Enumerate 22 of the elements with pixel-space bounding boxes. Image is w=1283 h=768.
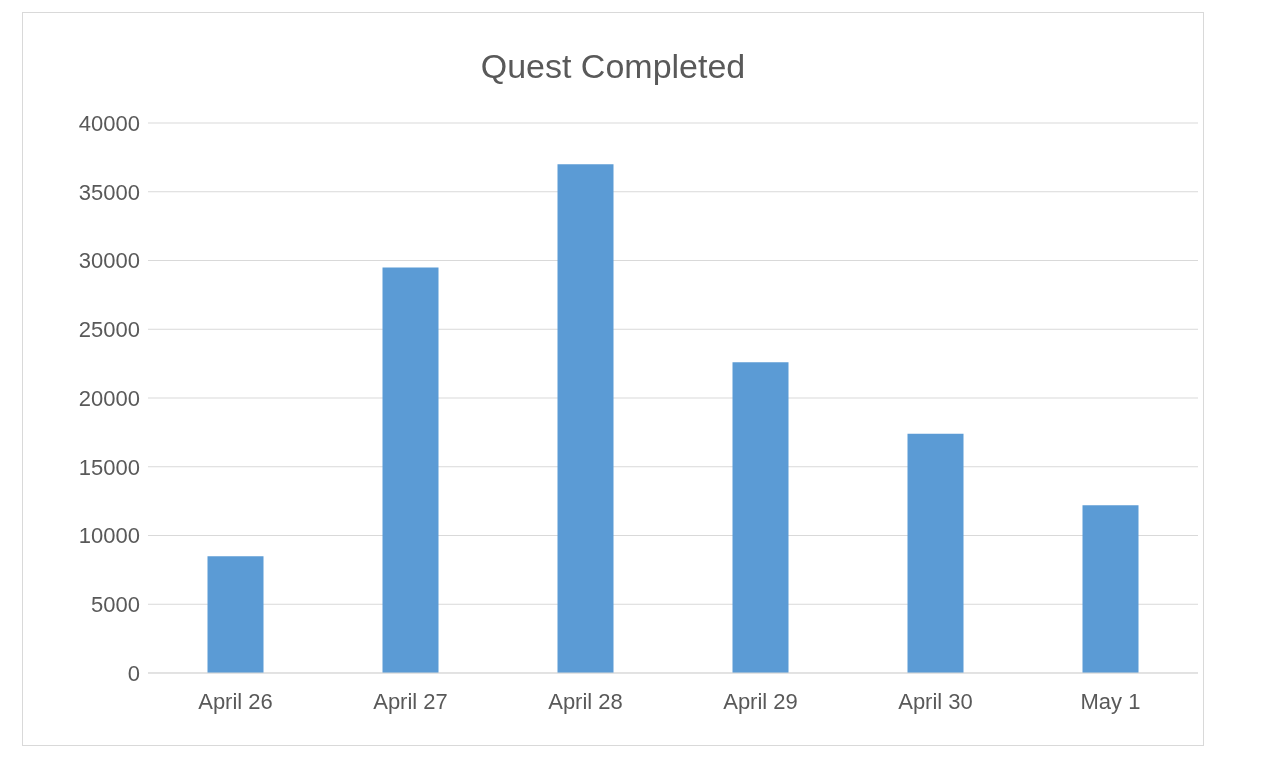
chart-title: Quest Completed — [479, 47, 747, 87]
y-tick-label: 30000 — [78, 248, 140, 274]
x-tick-label: May 1 — [1080, 688, 1141, 714]
bar — [732, 362, 789, 673]
bar — [382, 267, 439, 673]
bar — [1082, 505, 1139, 673]
y-tick-label: 5000 — [91, 592, 140, 618]
x-tick-label: April 28 — [548, 688, 623, 714]
x-tick-label: April 26 — [198, 688, 273, 714]
x-tick-label: April 30 — [898, 688, 973, 714]
y-tick-label: 0 — [127, 660, 140, 686]
bar — [207, 556, 264, 673]
x-tick-label: April 27 — [373, 688, 448, 714]
bar — [907, 433, 964, 673]
y-tick-label: 35000 — [78, 179, 140, 205]
y-tick-label: 40000 — [78, 110, 140, 136]
bar — [557, 164, 614, 673]
y-tick-label: 10000 — [78, 523, 140, 549]
y-tick-label: 15000 — [78, 454, 140, 480]
y-tick-label: 25000 — [78, 317, 140, 343]
x-tick-label: April 29 — [723, 688, 798, 714]
y-tick-label: 20000 — [78, 385, 140, 411]
